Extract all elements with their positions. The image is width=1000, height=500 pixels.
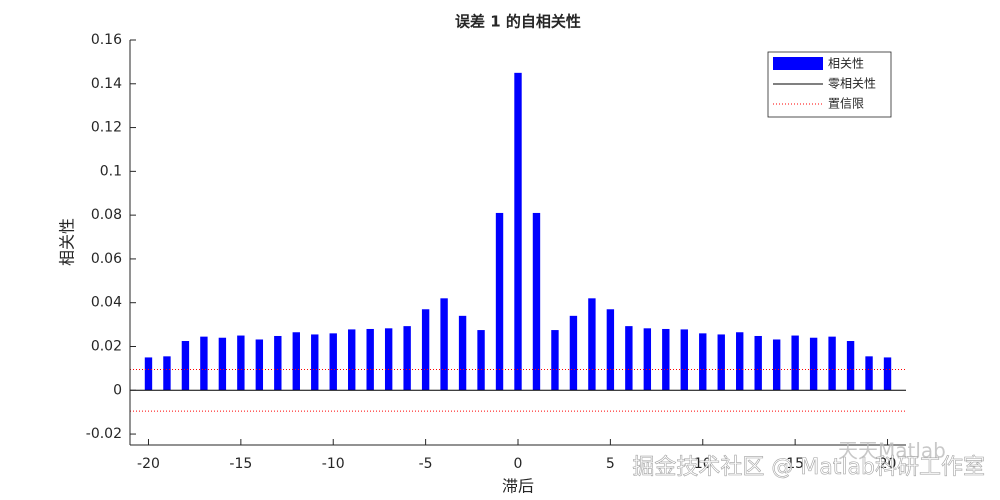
bar	[237, 335, 245, 391]
bar	[606, 309, 615, 391]
bar	[846, 341, 855, 391]
bar	[736, 332, 744, 391]
bar	[274, 335, 282, 391]
bar	[440, 298, 448, 391]
legend-swatch	[773, 57, 823, 70]
x-tick-label: 20	[879, 456, 897, 472]
y-tick-label: 0.14	[91, 76, 122, 92]
bar	[569, 315, 578, 391]
bar	[680, 329, 688, 391]
bar	[329, 333, 337, 391]
y-tick-label: 0.06	[91, 251, 122, 267]
bar	[366, 328, 374, 391]
bar	[551, 330, 559, 391]
y-tick-label: 0.02	[91, 338, 122, 354]
bar	[625, 326, 633, 391]
bar	[403, 326, 411, 391]
watermark: 天天Matlab	[838, 439, 946, 463]
bar	[809, 337, 818, 391]
bar	[717, 334, 725, 391]
y-tick-label: 0.04	[91, 295, 122, 311]
x-tick-label: 0	[514, 456, 523, 472]
x-tick-label: 10	[694, 456, 712, 472]
bar	[495, 212, 504, 391]
bar	[828, 336, 836, 391]
bar	[384, 328, 393, 391]
bar	[791, 335, 799, 391]
x-tick-label: 5	[606, 456, 615, 472]
bar	[163, 356, 171, 391]
y-tick-label: 0.08	[91, 207, 122, 223]
bar	[218, 337, 227, 391]
bar	[200, 336, 208, 391]
x-axis-label: 滞后	[502, 477, 534, 496]
bar	[883, 357, 892, 391]
bar	[292, 332, 300, 391]
y-tick-label: 0	[113, 382, 122, 398]
x-tick-label: -10	[322, 456, 345, 472]
bar	[181, 341, 190, 391]
watermark: 掘金技术社区 @ Matlab科研工作室	[632, 455, 985, 480]
bar	[662, 328, 670, 391]
y-tick-label: 0.12	[91, 120, 122, 136]
chart-title: 误差 1 的自相关性	[455, 13, 581, 31]
bar	[311, 334, 319, 391]
x-tick-label: -5	[419, 456, 433, 472]
bar	[348, 329, 356, 391]
bar	[532, 212, 541, 391]
legend-label: 相关性	[828, 57, 864, 71]
x-tick-label: -15	[229, 456, 252, 472]
bar	[477, 330, 485, 391]
y-axis-label: 相关性	[58, 218, 77, 266]
bar	[699, 333, 707, 391]
bar	[514, 72, 522, 391]
bar	[255, 339, 264, 391]
bar	[588, 298, 596, 391]
x-tick-label: -20	[137, 456, 160, 472]
legend-label: 零相关性	[828, 77, 876, 91]
bar	[643, 328, 652, 391]
bar	[865, 356, 873, 391]
bar	[144, 357, 153, 391]
y-tick-label: -0.02	[86, 426, 122, 442]
x-tick-label: 15	[786, 456, 804, 472]
bar	[772, 339, 781, 391]
y-tick-label: 0.1	[100, 163, 122, 179]
bar	[754, 335, 762, 391]
legend-label: 置信限	[828, 97, 864, 111]
bar	[458, 315, 467, 391]
bar	[421, 309, 430, 391]
y-tick-label: 0.16	[91, 32, 122, 48]
